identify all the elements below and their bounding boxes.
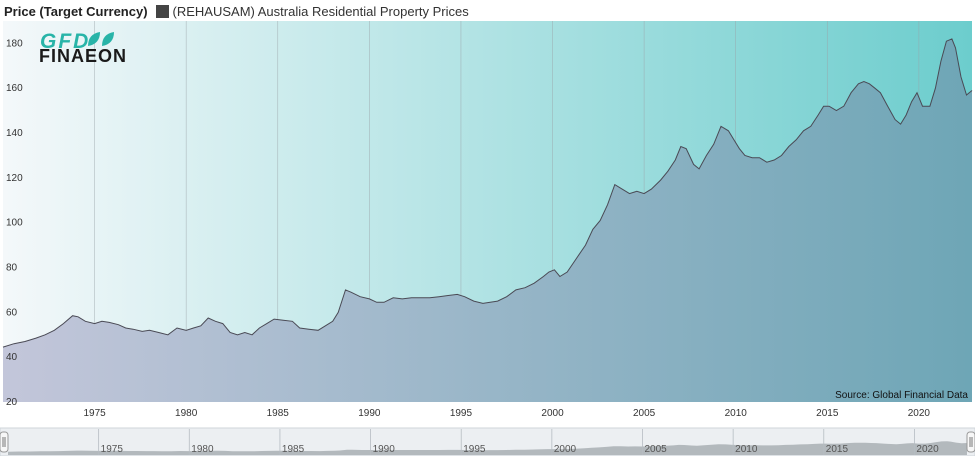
y-tick-label-80: 80 xyxy=(6,263,18,274)
x-tick-label-1990: 1990 xyxy=(358,408,381,419)
y-tick-label-20: 20 xyxy=(6,397,18,408)
logo-gfd: GFD xyxy=(40,30,90,53)
y-tick-label-120: 120 xyxy=(6,173,23,184)
navigator-tick-label-1985: 1985 xyxy=(282,444,305,455)
x-tick-label-1975: 1975 xyxy=(83,408,106,419)
navigator-tick-label-2015: 2015 xyxy=(826,444,849,455)
gfd-finaeon-logo: GFD FINAEON xyxy=(39,30,127,66)
leaf-icon xyxy=(88,32,114,46)
source-note: Source: Global Financial Data xyxy=(835,390,968,401)
x-tick-label-2000: 2000 xyxy=(541,408,564,419)
y-tick-label-140: 140 xyxy=(6,128,23,139)
navigator-tick-label-1990: 1990 xyxy=(373,444,396,455)
logo-finaeon: FINAEON xyxy=(39,46,127,66)
navigator-tick-label-2005: 2005 xyxy=(644,444,667,455)
x-tick-label-2020: 2020 xyxy=(908,408,931,419)
x-tick-label-1995: 1995 xyxy=(450,408,473,419)
x-tick-label-2015: 2015 xyxy=(816,408,839,419)
y-axis-title: Price (Target Currency) xyxy=(4,3,148,19)
navigator-right-handle[interactable] xyxy=(966,431,975,453)
navigator-left-handle[interactable] xyxy=(0,431,9,453)
navigator-tick-label-2000: 2000 xyxy=(554,444,577,455)
navigator-area xyxy=(8,441,967,455)
chart-legend: Price (Target Currency) (REHAUSAM) Austr… xyxy=(4,2,469,20)
y-tick-label-40: 40 xyxy=(6,352,18,363)
y-tick-label-180: 180 xyxy=(6,38,23,49)
x-tick-label-1980: 1980 xyxy=(175,408,198,419)
price-area xyxy=(3,38,972,403)
price-line xyxy=(2,38,973,348)
y-tick-label-60: 60 xyxy=(6,307,18,318)
navigator-tick-label-1980: 1980 xyxy=(191,444,214,455)
navigator-tick-label-1995: 1995 xyxy=(463,444,486,455)
y-axis-ticks: 20 40 60 80 100 120 140 160 180 xyxy=(6,38,23,408)
y-tick-label-100: 100 xyxy=(6,218,23,229)
navigator-tick-label-2010: 2010 xyxy=(735,444,758,455)
x-tick-label-2005: 2005 xyxy=(633,408,656,419)
series-swatch[interactable] xyxy=(155,4,169,18)
series-legend-label[interactable]: (REHAUSAM) Australia Residential Propert… xyxy=(172,3,469,19)
navigator-ticks: 1975 1980 1985 1990 1995 2000 2005 2010 2015 2020 xyxy=(98,429,939,455)
navigator-tick-label-2020: 2020 xyxy=(916,444,939,455)
y-tick-label-160: 160 xyxy=(6,83,23,94)
x-axis-ticks: 1975 1980 1985 1990 1995 2000 2005 2010 2015 2020 xyxy=(83,408,930,419)
navigator-tick-label-1975: 1975 xyxy=(101,444,124,455)
x-tick-label-1985: 1985 xyxy=(267,408,290,419)
x-tick-label-2010: 2010 xyxy=(725,408,748,419)
